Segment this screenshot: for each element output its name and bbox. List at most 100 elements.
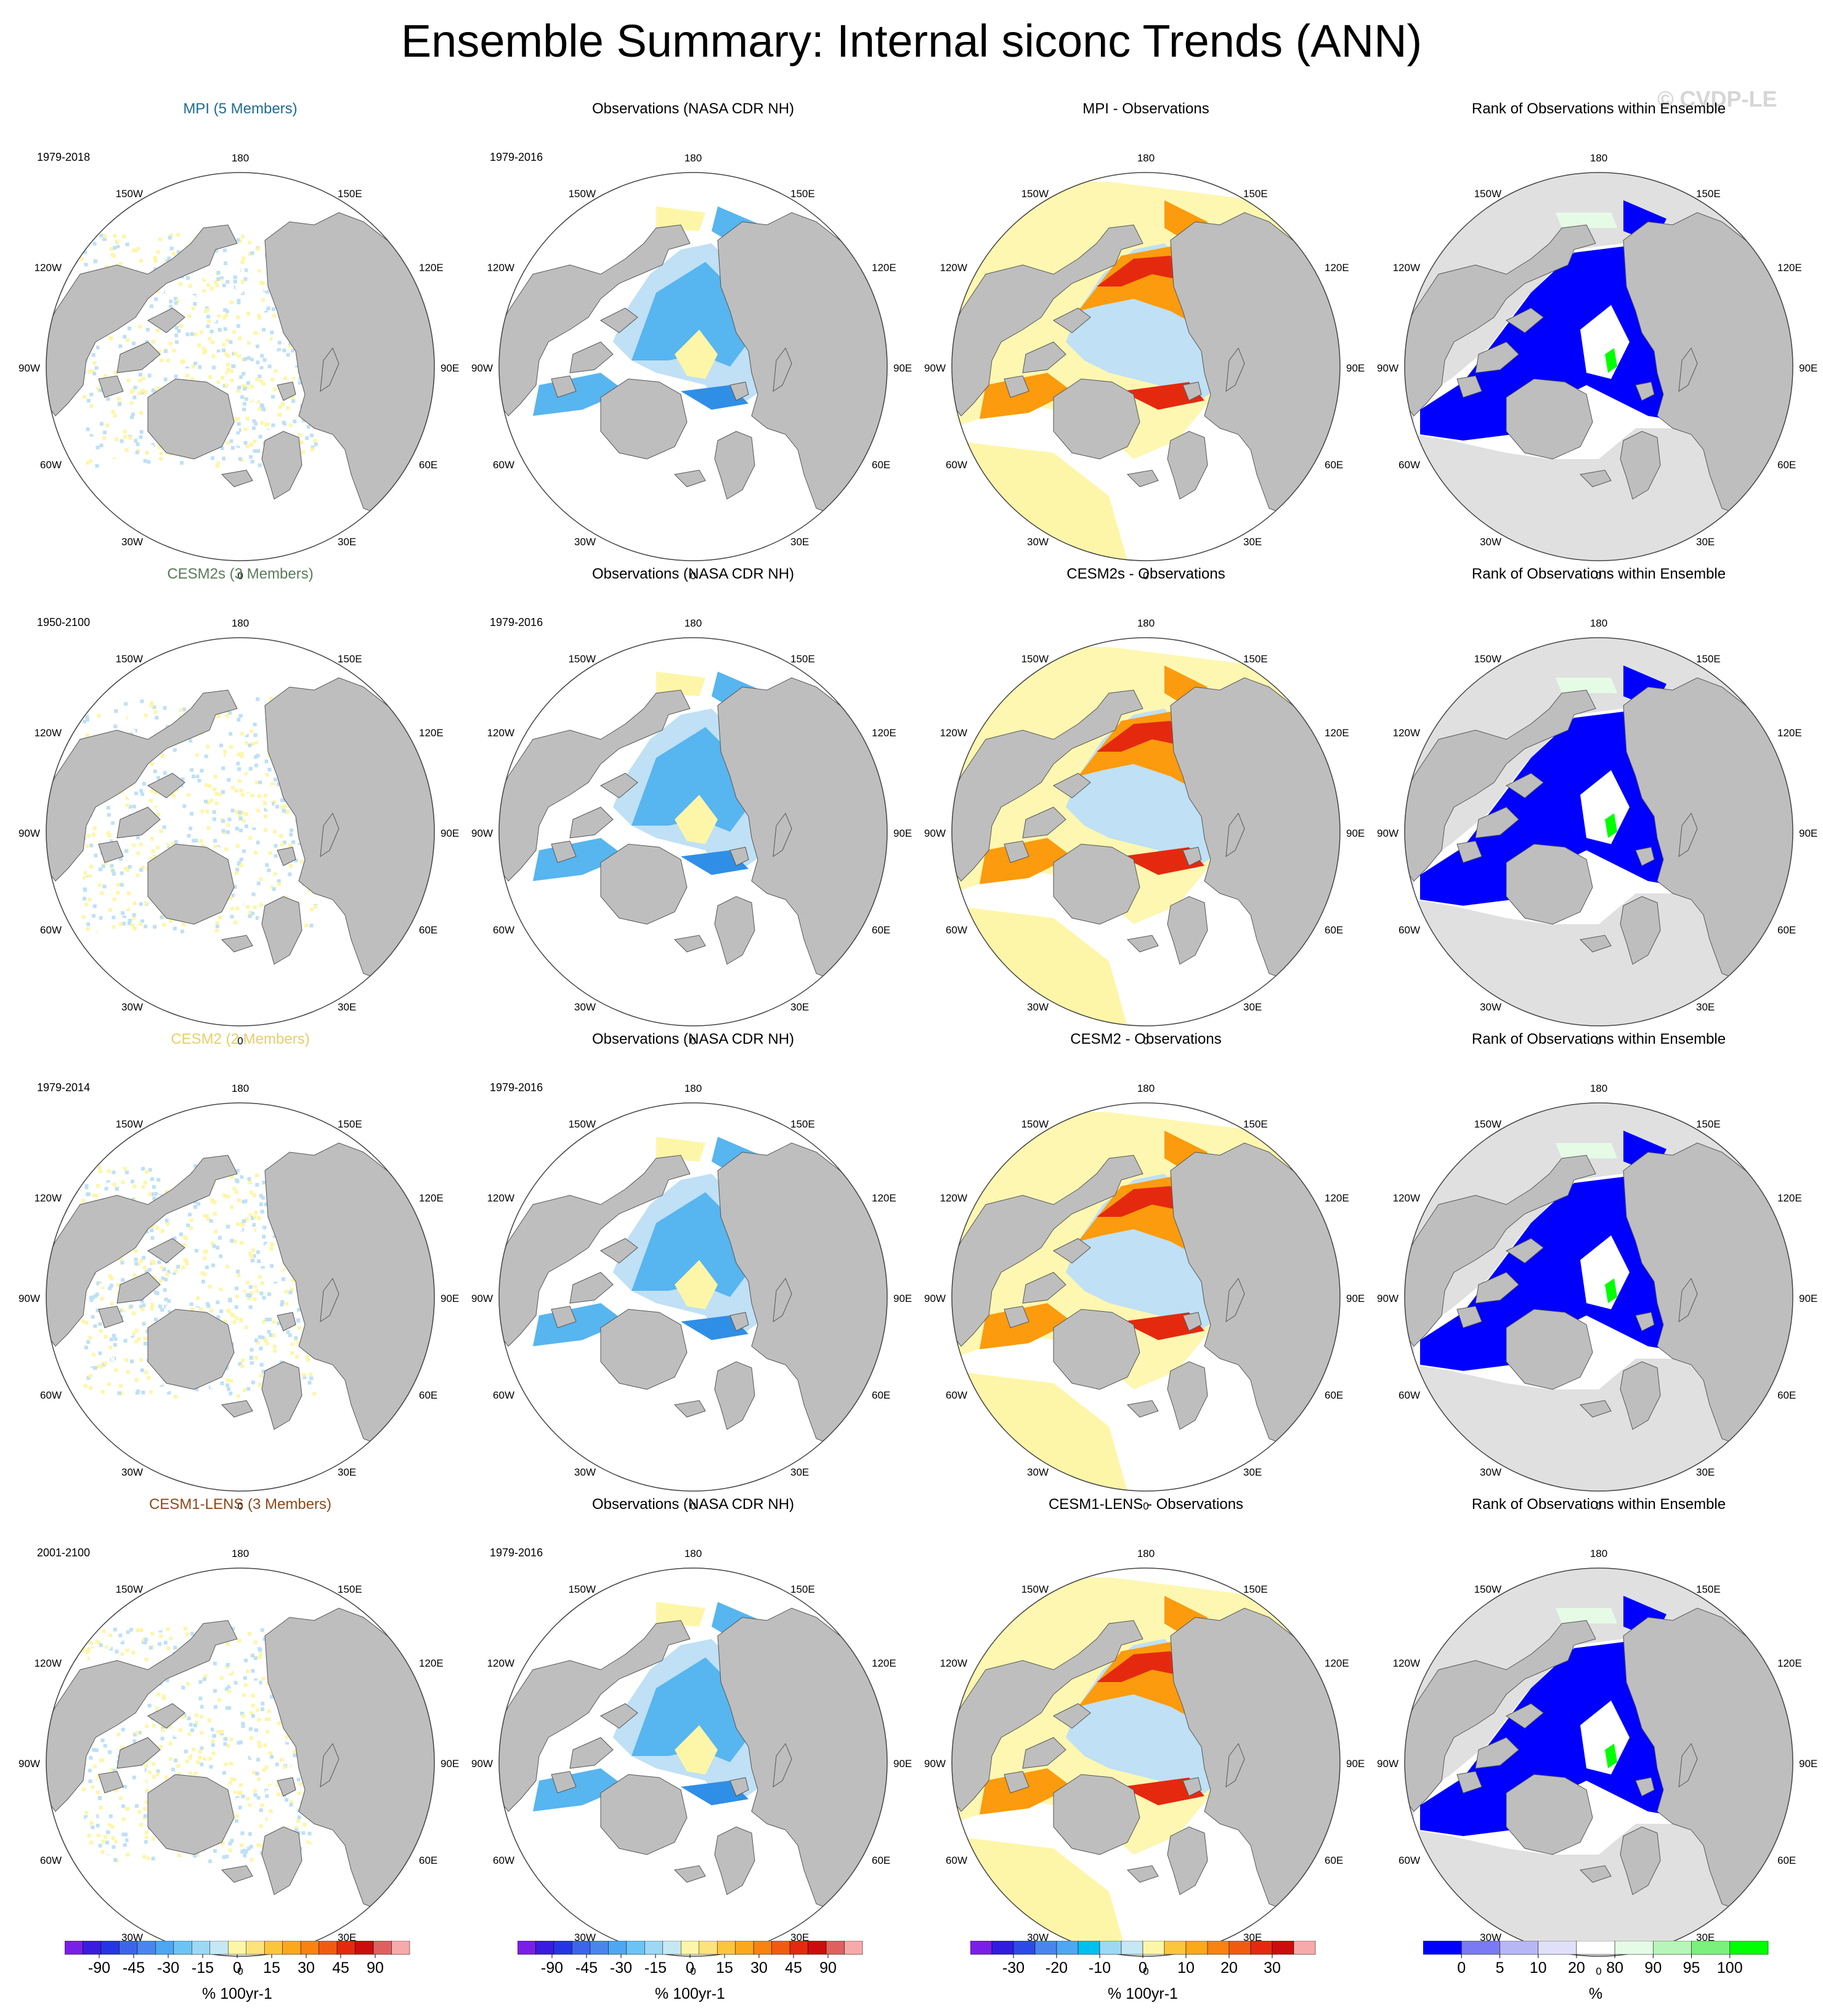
polar-map: 180 0 150W 150E 120W 120E 90W 90E 60W 60E 30W 30E	[18, 1548, 459, 1977]
lon-label-150W: 150W	[116, 188, 143, 200]
lon-label-150W: 150W	[116, 1118, 143, 1130]
colorbar-swatch	[1538, 1940, 1577, 1955]
colorbar-tick: -30	[1002, 1959, 1025, 1977]
colorbar-swatch	[209, 1940, 229, 1955]
lon-label-90E: 90E	[1346, 827, 1365, 839]
land-mask	[499, 677, 887, 983]
colorbar-swatch	[119, 1940, 138, 1955]
polar-map: 180 0 150W 150E 120W 120E 90W 90E 60W 60E 30W 30E	[471, 1083, 912, 1512]
lon-label-120W: 120W	[1393, 262, 1420, 274]
lon-label-90W: 90W	[471, 827, 493, 839]
land-mask	[46, 677, 434, 983]
map-panel-diff: 180 0 150W 150E 120W 120E 90W 90E 60W 60E 30W 30E CE…	[924, 1491, 1368, 1977]
lon-label-150E: 150E	[1243, 653, 1268, 665]
lon-label-top: 180	[1137, 1083, 1155, 1094]
map-panel-model: 180 0 150W 150E 120W 120E 90W 90E 60W 60E 30W 30E CE…	[18, 561, 462, 1047]
lon-label-60E: 60E	[1777, 924, 1796, 936]
colorbar-swatch	[1099, 1940, 1122, 1955]
lon-label-150W: 150W	[1021, 188, 1049, 200]
colorbar-swatch	[517, 1940, 536, 1955]
land-mask	[952, 1608, 1340, 1914]
polar-map: 180 0 150W 150E 120W 120E 90W 90E 60W 60E 30W 30E	[18, 152, 459, 582]
land-mask	[46, 1608, 434, 1914]
map-panel-obs: 180 0 150W 150E 120W 120E 90W 90E 60W 60E 30W 30E Ob…	[471, 1491, 915, 1977]
colorbar-swatch	[553, 1940, 572, 1955]
lon-label-30W: 30W	[121, 536, 143, 548]
lon-label-60W: 60W	[40, 924, 62, 936]
colorbar-tick: 0	[686, 1959, 694, 1977]
lon-label-90W: 90W	[1377, 827, 1399, 839]
colorbar-swatch	[155, 1940, 174, 1955]
lon-label-60W: 60W	[493, 924, 514, 936]
lon-label-60W: 60W	[946, 1855, 967, 1866]
lon-label-30W: 30W	[121, 1932, 143, 1943]
period-label: 2001-2100	[37, 1547, 91, 1559]
lon-label-90W: 90W	[1377, 1758, 1399, 1770]
lon-label-120W: 120W	[940, 1192, 967, 1204]
lon-label-30W: 30W	[1027, 536, 1049, 548]
colorbar-swatch	[808, 1940, 827, 1955]
lon-label-120W: 120W	[940, 727, 967, 739]
land-mask	[952, 677, 1340, 983]
lon-label-30W: 30W	[1480, 1466, 1501, 1478]
polar-map: 180 0 150W 150E 120W 120E 90W 90E 60W 60E 30W 30E	[1377, 1083, 1817, 1512]
lon-label-90E: 90E	[441, 362, 459, 374]
lon-label-bottom: 0	[237, 1965, 243, 1977]
lon-label-30E: 30E	[1243, 1932, 1262, 1943]
lon-label-150E: 150E	[790, 653, 815, 665]
lon-label-120W: 120W	[35, 727, 62, 739]
lon-label-120E: 120E	[419, 1657, 444, 1669]
colorbar: -30 -20 -10 0 10 20 30	[970, 1940, 1328, 1993]
colorbar-swatch	[535, 1940, 554, 1955]
lon-label-60W: 60W	[493, 1855, 514, 1866]
colorbar-tick: 100	[1717, 1959, 1743, 1977]
polar-map: 180 0 150W 150E 120W 120E 90W 90E 60W 60E 30W 30E	[924, 617, 1365, 1047]
lon-label-30E: 30E	[1696, 1932, 1715, 1943]
map-panel-rank: 180 0 150W 150E 120W 120E 90W 90E 60W 60E 30W 30E Ra…	[1377, 96, 1821, 582]
lon-label-30W: 30W	[1480, 1932, 1501, 1943]
lon-label-90W: 90W	[18, 1758, 40, 1770]
lon-label-60W: 60W	[1399, 924, 1420, 936]
polar-map: 180 0 150W 150E 120W 120E 90W 90E 60W 60E 30W 30E	[1377, 1548, 1817, 1977]
lon-label-120W: 120W	[1393, 1657, 1420, 1669]
lon-label-150W: 150W	[1021, 653, 1049, 665]
lon-label-150E: 150E	[1696, 188, 1721, 200]
colorbar-swatch	[1142, 1940, 1165, 1955]
colorbar-swatch	[228, 1940, 246, 1955]
lon-label-120W: 120W	[487, 1657, 514, 1669]
lon-label-bottom: 0	[1596, 1500, 1601, 1512]
colorbar-tick: -90	[88, 1959, 110, 1977]
lon-label-top: 180	[1590, 152, 1607, 164]
colorbar-tick: 45	[785, 1959, 802, 1977]
colorbar-tick: -30	[157, 1959, 179, 1977]
map-panel-model: 180 0 150W 150E 120W 120E 90W 90E 60W 60E 30W 30E MP…	[18, 96, 462, 582]
polar-map: 180 0 150W 150E 120W 120E 90W 90E 60W 60E 30W 30E	[924, 152, 1365, 582]
land-mask	[499, 1608, 887, 1914]
lon-label-top: 180	[1590, 1083, 1607, 1094]
lon-label-90E: 90E	[1799, 1293, 1817, 1304]
lon-label-150W: 150W	[1474, 1118, 1501, 1130]
polar-map: 180 0 150W 150E 120W 120E 90W 90E 60W 60E 30W 30E	[471, 1548, 912, 1977]
lon-label-60E: 60E	[419, 459, 437, 471]
lon-label-120E: 120E	[1325, 1192, 1349, 1204]
panel-title: Observations (NASA CDR NH)	[591, 566, 795, 582]
lon-label-150E: 150E	[1243, 1583, 1268, 1595]
colorbar-tick: -10	[1089, 1959, 1111, 1977]
colorbar-tick: 0	[1457, 1959, 1466, 1977]
lon-label-bottom: 0	[690, 1965, 696, 1977]
colorbar-swatch	[681, 1940, 699, 1955]
lon-label-90W: 90W	[924, 1293, 946, 1304]
colorbar-swatch	[991, 1940, 1014, 1955]
watermark: © CVDP-LE	[1657, 86, 1777, 112]
lon-label-30W: 30W	[1027, 1466, 1049, 1478]
lon-label-120W: 120W	[940, 262, 967, 274]
lon-label-bottom: 0	[1143, 1965, 1148, 1977]
lon-label-top: 180	[1590, 617, 1607, 629]
lon-label-60E: 60E	[1325, 1389, 1343, 1401]
lon-label-bottom: 0	[237, 1035, 243, 1047]
lon-label-top: 180	[1137, 152, 1155, 164]
lon-label-150E: 150E	[1243, 1118, 1268, 1130]
colorbar-tick: 0	[1139, 1959, 1147, 1977]
colorbar-swatch	[844, 1940, 863, 1955]
colorbar-unit: % 100yr-1	[202, 1985, 272, 2002]
